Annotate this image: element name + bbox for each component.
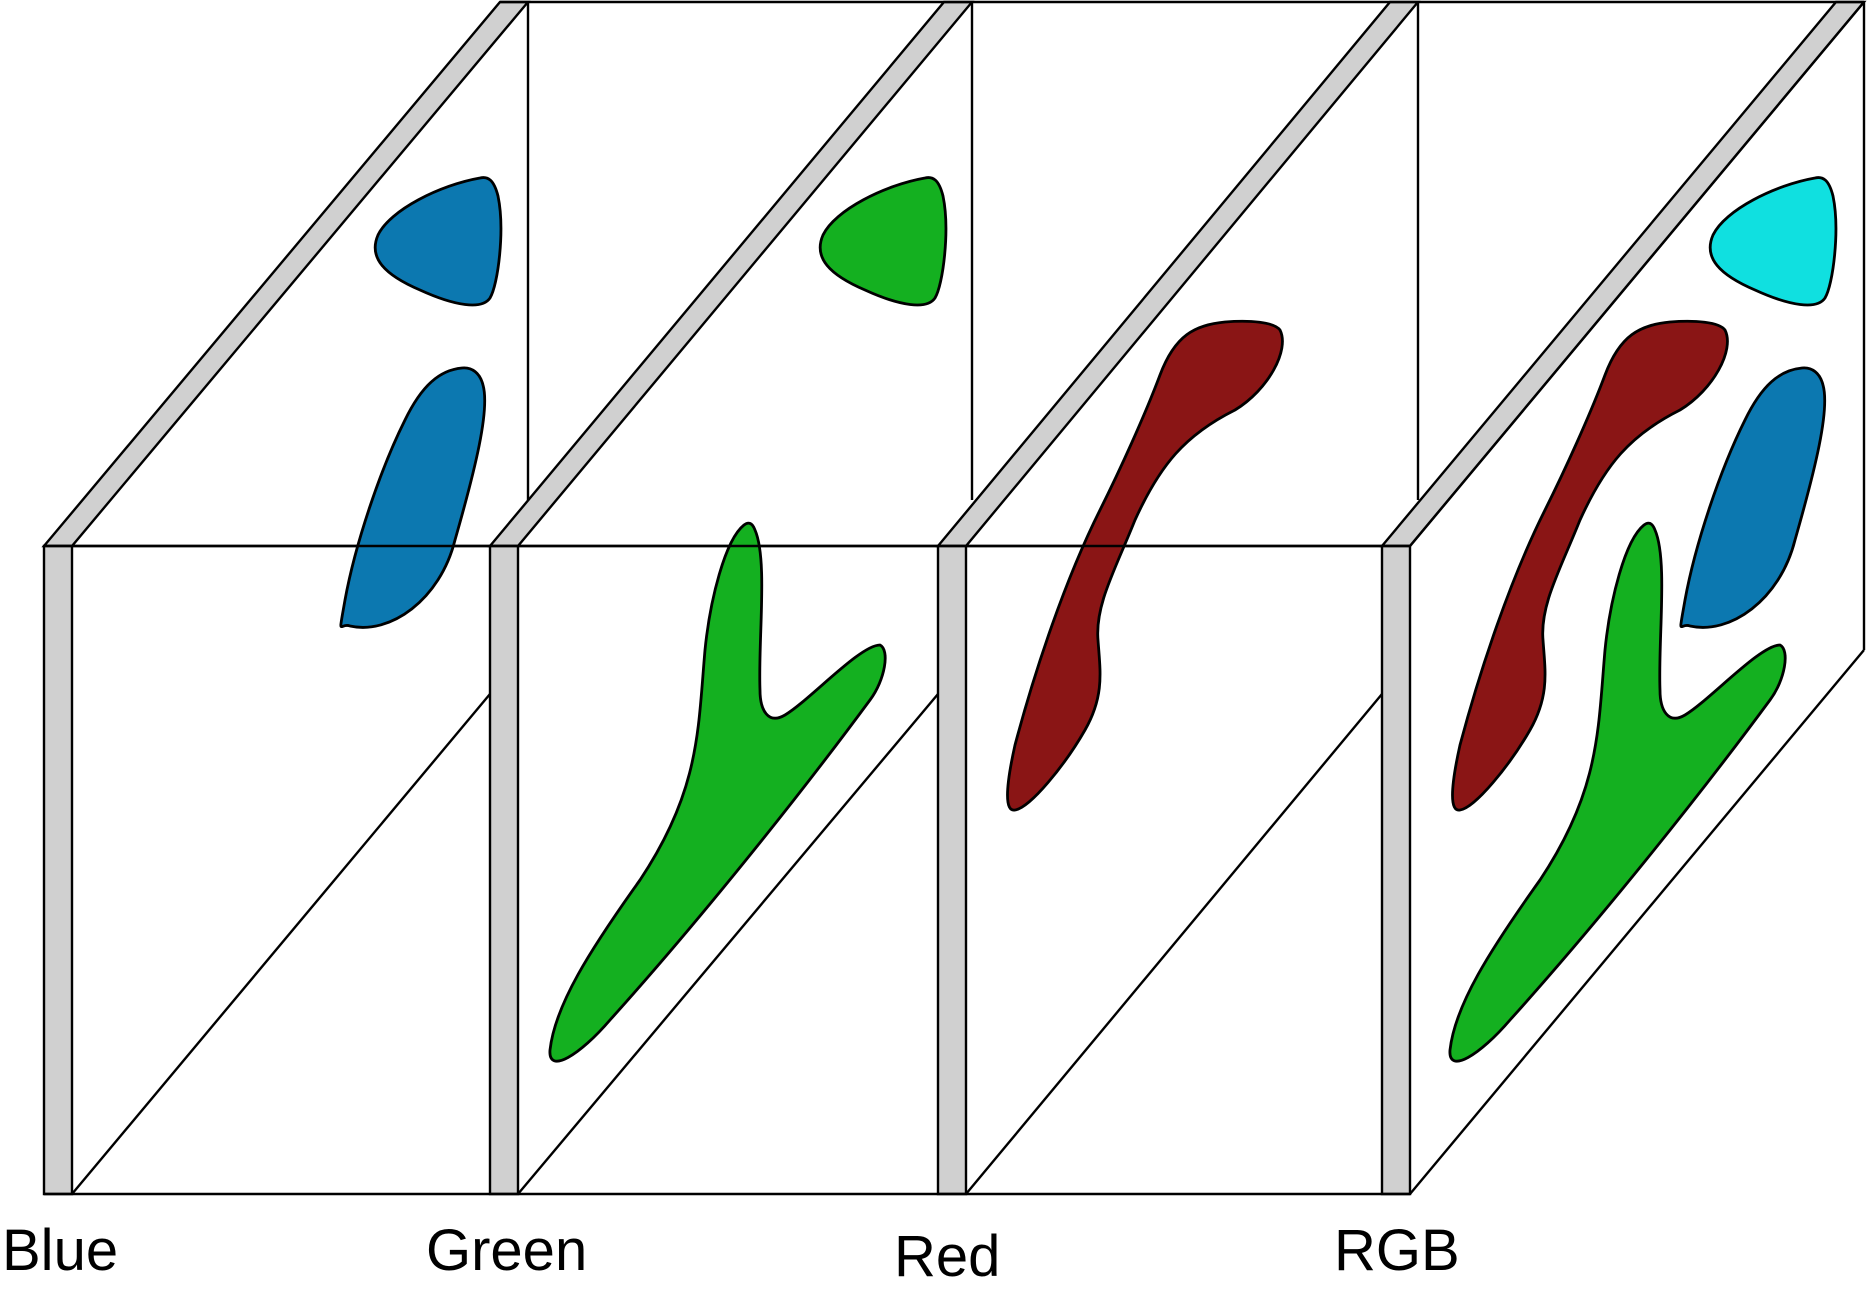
blue-channel-shapes: [339, 176, 503, 629]
right-front-top-diagonal: [1409, 1, 1865, 547]
label-blue: Blue: [2, 1218, 118, 1283]
floor-diagonal-3: [965, 693, 1383, 1195]
red-channel-shapes: [1006, 319, 1284, 812]
rgb-green-blob: [1448, 521, 1787, 1063]
green-channel-shapes: [548, 176, 948, 1063]
red-blob: [1006, 319, 1284, 812]
green-triangle-blob: [818, 176, 948, 307]
plate-blue: [41, 0, 531, 1196]
green-y-blob: [548, 521, 887, 1063]
plate-red-top-edge: [935, 0, 1421, 548]
channel-plates: [41, 0, 1867, 1196]
plate-rgb: [1379, 0, 1867, 1196]
floor-diagonal-1: [71, 693, 491, 1195]
plate-blue-front-edge: [42, 544, 74, 1196]
plate-rgb-front-edge: [1380, 544, 1412, 1196]
rgb-cyan-blob: [1708, 176, 1838, 307]
blue-triangle-blob: [373, 176, 503, 307]
label-red: Red: [894, 1224, 1000, 1289]
floor-diagonal-2: [517, 693, 939, 1195]
label-rgb: RGB: [1334, 1218, 1460, 1283]
plate-red-front-edge: [936, 544, 968, 1196]
plate-green-front-edge: [488, 544, 520, 1196]
right-bottom-diagonal: [1409, 649, 1865, 1195]
blue-oval-blob: [339, 366, 487, 629]
plate-red: [935, 0, 1421, 1196]
rgb-blue-blob: [1679, 366, 1827, 629]
label-green: Green: [426, 1218, 587, 1283]
rgb-composite-shapes: [1448, 176, 1838, 1063]
plate-green: [487, 0, 975, 1196]
channel-labels: Blue Green Red RGB: [2, 1218, 1460, 1289]
front-frame-overlay: [72, 1, 1865, 548]
rgb-red-blob: [1451, 319, 1729, 812]
